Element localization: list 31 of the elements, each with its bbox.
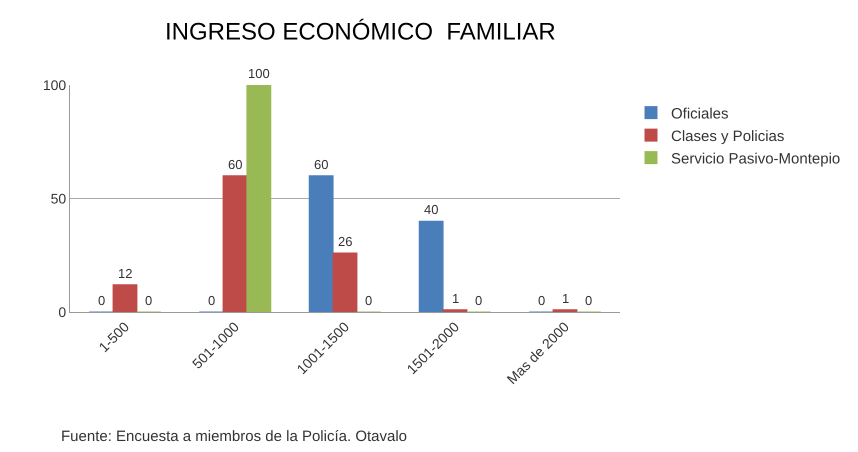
bar bbox=[222, 175, 248, 312]
bar bbox=[112, 284, 138, 312]
data-label: 1 bbox=[452, 291, 460, 306]
y-tick-label: 0 bbox=[58, 304, 66, 320]
bar bbox=[442, 309, 468, 312]
bar bbox=[246, 85, 272, 312]
y-tick-label: 100 bbox=[42, 76, 66, 93]
data-label: 0 bbox=[365, 293, 372, 308]
bar bbox=[418, 220, 444, 312]
legend-label: Oficiales bbox=[671, 105, 729, 122]
bar bbox=[552, 309, 578, 312]
y-tick-label: 50 bbox=[50, 190, 66, 206]
legend-label: Servicio Pasivo-Montepio bbox=[671, 150, 840, 168]
data-label: 0 bbox=[208, 293, 216, 308]
data-label: 60 bbox=[228, 157, 242, 172]
data-label: 0 bbox=[475, 293, 482, 308]
legend-label: Clases y Policias bbox=[671, 128, 784, 145]
data-label: 60 bbox=[314, 157, 328, 172]
source-note: Fuente: Encuesta a miembros de la Policía. Otavalo bbox=[61, 428, 408, 445]
chart-title: INGRESO ECONÓMICO FAMILIAR bbox=[165, 18, 556, 46]
data-label: 0 bbox=[145, 293, 152, 308]
data-label: 100 bbox=[248, 66, 270, 81]
data-label: 0 bbox=[585, 293, 592, 308]
data-label: 12 bbox=[118, 266, 132, 281]
bar bbox=[308, 175, 334, 312]
data-label: 1 bbox=[562, 291, 570, 306]
data-label: 0 bbox=[98, 293, 106, 308]
data-label: 26 bbox=[338, 234, 352, 249]
bar bbox=[332, 252, 358, 312]
data-label: 0 bbox=[538, 293, 546, 308]
data-label: 40 bbox=[424, 202, 438, 217]
